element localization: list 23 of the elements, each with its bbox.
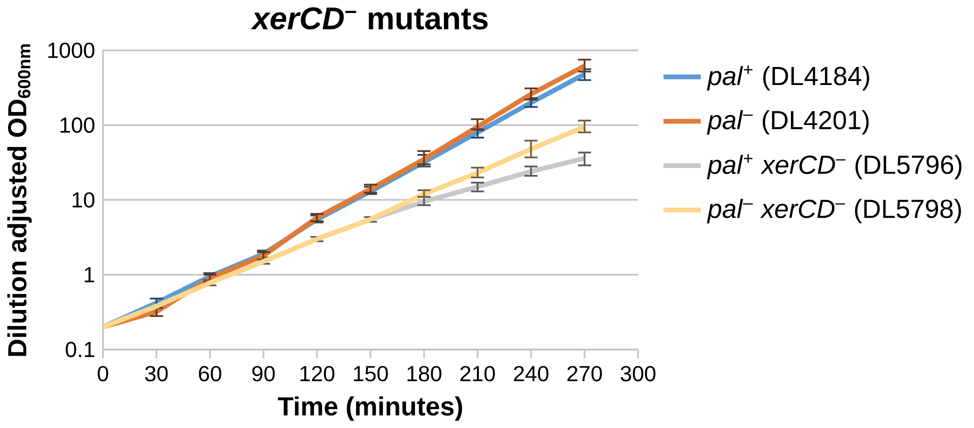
x-tick-label: 240 [514,366,548,382]
x-tick-label: 30 [145,366,168,382]
x-tick-label: 180 [407,366,442,382]
x-axis-title: Time (minutes) [278,396,462,421]
x-tick-label: 120 [300,366,334,382]
x-tick-label: 210 [460,366,495,382]
y-axis-title: Dilution adjusted OD$_{600nm}$ [7,44,32,356]
x-tick-label: 60 [198,366,222,382]
y-tick-label: 1000 [48,42,94,58]
x-tick-label: 90 [252,366,275,382]
x-tick-label: 300 [620,366,656,382]
legend-label: pal$^{+}$ (DL4184) [706,65,870,90]
y-tick-label: 0.1 [66,342,94,358]
legend-label: pal$^{–}$ (DL4201) [706,110,869,135]
x-tick-label: 150 [354,366,388,382]
y-tick-label: 1 [84,267,94,282]
x-tick-label: 0 [98,366,108,382]
y-tick-label: 10 [72,192,94,208]
chart-title: xerCD$^{–}$ mutants [250,7,488,30]
legend-label: pal$^{+}$ xerCD$^{–}$ (DL5796) [706,154,962,180]
legend-label: pal$^{–}$ xerCD$^{–}$ (DL5798) [706,198,961,224]
y-tick-label: 100 [60,117,94,133]
x-tick-label: 270 [567,366,602,382]
